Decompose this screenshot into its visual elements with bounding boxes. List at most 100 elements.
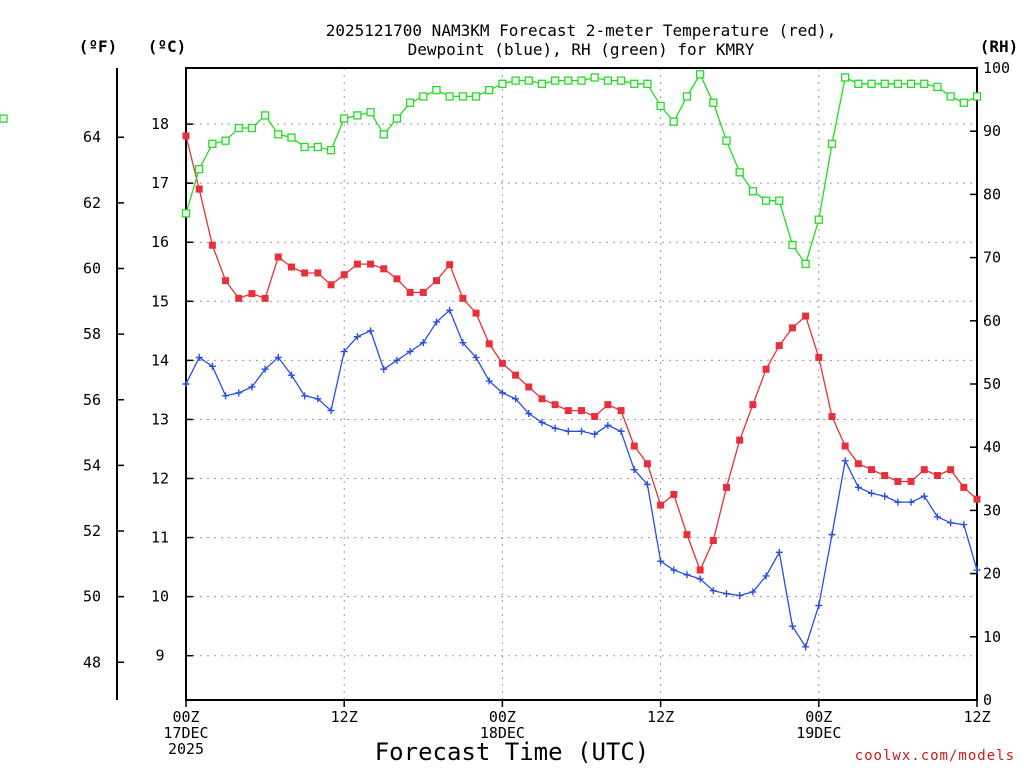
temperature-point <box>604 401 612 409</box>
dewpoint-point <box>274 353 282 361</box>
x-tick-label: 18DEC <box>480 724 525 742</box>
dewpoint-point <box>551 424 559 432</box>
celsius-unit-label: (ºC) <box>148 37 187 56</box>
rh-point <box>590 73 599 82</box>
dewpoint-point <box>485 377 493 385</box>
dewpoint-point <box>419 339 427 347</box>
dewpoint-point <box>564 427 572 435</box>
temperature-point <box>380 265 388 273</box>
x-tick-label: 00Z <box>489 708 516 726</box>
rh-point <box>221 136 230 145</box>
celsius-tick-label: 10 <box>151 588 169 606</box>
fahrenheit-tick-label: 60 <box>83 259 101 277</box>
dewpoint-point <box>630 466 638 474</box>
rh-point <box>471 92 481 101</box>
temperature-point <box>578 407 585 415</box>
temperature-point <box>525 383 533 391</box>
dewpoint-point <box>182 380 190 388</box>
rh-point <box>854 79 863 88</box>
rh-point <box>366 108 375 117</box>
rh-point <box>564 76 573 85</box>
rh-point <box>630 79 639 88</box>
temperature-point <box>973 495 981 503</box>
dewpoint-point <box>446 306 454 314</box>
rh-point <box>893 79 903 88</box>
temperature-point <box>512 371 520 379</box>
dewpoint-point <box>696 575 704 583</box>
rh-point <box>234 123 243 133</box>
dewpoint-point <box>854 483 862 491</box>
dewpoint-point <box>894 498 902 506</box>
temperature-point <box>353 260 361 268</box>
rh-point <box>722 136 731 145</box>
fahrenheit-tick-label: 62 <box>83 194 101 212</box>
rh-point <box>788 240 797 250</box>
temperature-point <box>248 290 256 298</box>
dewpoint-point <box>380 365 388 373</box>
temperature-point <box>485 340 493 348</box>
rh-point <box>208 139 217 148</box>
dewpoint-point <box>868 489 876 497</box>
rh-point <box>933 82 942 92</box>
temperature-point <box>723 483 731 491</box>
rh-point <box>550 76 560 85</box>
temperature-point <box>802 312 810 320</box>
temperature-point <box>367 260 375 268</box>
dewpoint-point <box>406 348 414 356</box>
temperature-point <box>881 472 889 480</box>
rh-point <box>432 85 441 95</box>
rh-point <box>195 164 204 174</box>
temperature-point <box>314 269 322 277</box>
dewpoint-point <box>881 492 889 500</box>
rh-point <box>287 133 296 142</box>
fahrenheit-tick-label: 64 <box>83 128 101 146</box>
temperature-point <box>841 442 849 450</box>
x-tick-label: 17DEC <box>163 724 208 742</box>
celsius-tick-label: 14 <box>151 351 169 369</box>
celsius-tick-label: 18 <box>151 115 169 133</box>
dewpoint-point <box>736 591 744 599</box>
x-tick-label: 12Z <box>647 708 674 726</box>
rh-tick-label: 90 <box>983 122 1001 140</box>
chart-title-line-2: Dewpoint (blue), RH (green) for KMRY <box>408 40 755 59</box>
temperature-point <box>736 436 744 444</box>
rh-point <box>419 92 428 101</box>
rh-point <box>669 117 678 126</box>
rh-point <box>577 76 586 85</box>
rh-point <box>353 111 362 120</box>
temperature-point <box>868 466 876 474</box>
x-tick-label: 00Z <box>805 708 832 726</box>
rh-point <box>972 92 982 101</box>
temperature-point <box>340 271 348 279</box>
celsius-tick-label: 17 <box>151 174 169 192</box>
temperature-point <box>815 353 823 361</box>
temperature-point <box>920 466 928 474</box>
dewpoint-point <box>775 548 783 556</box>
fahrenheit-tick-label: 50 <box>83 588 101 606</box>
celsius-tick-label: 15 <box>151 292 169 310</box>
rh-series <box>0 70 982 269</box>
temperature-point <box>617 407 625 415</box>
rh-point <box>340 114 349 123</box>
dewpoint-point <box>195 353 203 361</box>
dewpoint-point <box>815 601 823 609</box>
rh-point <box>445 92 454 101</box>
temperature-point <box>327 281 335 289</box>
temperature-point <box>235 294 243 302</box>
temperature-point <box>274 253 282 261</box>
temperature-point <box>762 365 770 373</box>
plot-frame <box>185 67 978 701</box>
dewpoint-point <box>683 571 691 579</box>
rh-point <box>616 76 626 85</box>
dewpoint-point <box>459 339 467 347</box>
fahrenheit-tick-label: 54 <box>83 456 101 474</box>
rh-point <box>392 114 402 123</box>
temperature-point <box>419 288 427 296</box>
dewpoint-point <box>604 421 612 429</box>
rh-point <box>761 196 771 205</box>
dewpoint-point <box>617 427 625 435</box>
temperature-point <box>775 342 783 350</box>
rh-tick-label: 80 <box>983 185 1001 203</box>
rh-point <box>498 79 507 88</box>
temperature-line <box>185 135 978 572</box>
